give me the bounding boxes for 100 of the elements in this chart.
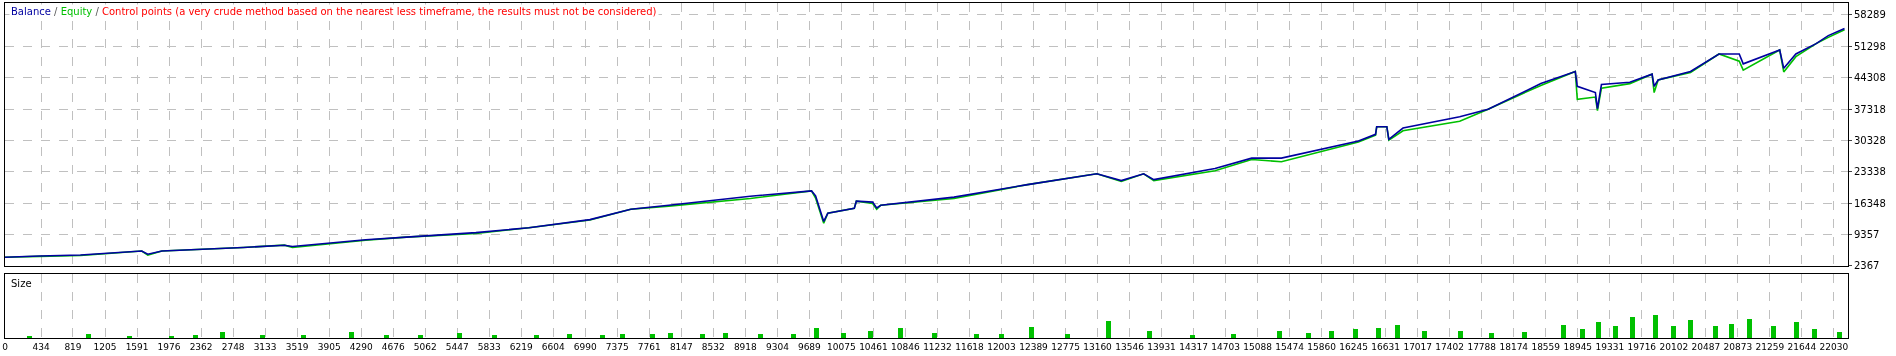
bar — [1065, 334, 1070, 338]
bar — [1688, 320, 1693, 338]
bar — [492, 335, 497, 338]
bar — [1306, 333, 1311, 338]
bar — [1771, 326, 1776, 338]
bar — [301, 335, 306, 338]
x-tick-label: 434 — [32, 341, 50, 352]
bar — [898, 328, 903, 338]
x-tick-label: 18945 — [1563, 341, 1593, 352]
bar — [650, 334, 655, 338]
x-tick-label: 12003 — [987, 341, 1016, 352]
bar — [999, 334, 1004, 338]
bar — [1812, 329, 1817, 338]
x-tick-label: 7761 — [637, 341, 661, 352]
bar — [1329, 331, 1334, 338]
bar — [1231, 334, 1236, 338]
y-tick-label: 2367 — [1854, 260, 1880, 272]
bar — [457, 333, 462, 338]
x-tick-label: 2748 — [221, 341, 245, 352]
y-tick-label: 16348 — [1854, 197, 1886, 209]
x-tick-label: 819 — [64, 341, 82, 352]
bar — [723, 333, 728, 338]
x-tick-label: 5062 — [413, 341, 437, 352]
x-tick-label: 12775 — [1051, 341, 1080, 352]
chart-title: Size — [11, 278, 32, 289]
x-tick-label: 8532 — [701, 341, 725, 352]
bar — [1376, 328, 1381, 338]
bar — [349, 332, 354, 338]
x-tick-label: 15860 — [1307, 341, 1337, 352]
x-tick-label: 10461 — [859, 341, 888, 352]
bar — [1395, 325, 1400, 338]
bar — [1794, 322, 1799, 338]
bar — [1147, 331, 1152, 338]
y-tick-label: 51298 — [1854, 40, 1886, 52]
bar — [1747, 319, 1752, 338]
x-tick-label: 8918 — [733, 341, 758, 352]
x-tick-label: 13160 — [1083, 341, 1113, 352]
x-tick-label: 0 — [2, 341, 9, 352]
x-tick-label: 4676 — [381, 341, 405, 352]
text: Balance — [11, 6, 51, 17]
bar — [1729, 324, 1734, 338]
x-tick-label: 9304 — [765, 341, 790, 352]
x-tick-label: 2362 — [189, 341, 213, 352]
x-tick-label: 5833 — [477, 341, 501, 352]
bar — [1630, 317, 1635, 338]
x-tick-label: 6219 — [509, 341, 534, 352]
x-tick-label: 1976 — [157, 341, 181, 352]
x-tick-label: 20873 — [1723, 341, 1753, 352]
bar — [668, 333, 673, 338]
bar — [1837, 332, 1842, 338]
bar — [384, 335, 389, 338]
bar — [567, 334, 572, 338]
x-tick-label: 11618 — [955, 341, 985, 352]
y-tick-label: 9357 — [1854, 229, 1880, 241]
x-tick-label: 15088 — [1243, 341, 1273, 352]
bar — [758, 334, 763, 338]
bar — [841, 333, 846, 338]
bar — [814, 328, 819, 338]
x-tick-label: 13931 — [1147, 341, 1176, 352]
x-tick-label: 14317 — [1179, 341, 1208, 352]
y-tick-label: 23338 — [1854, 166, 1886, 178]
x-tick-label: 22030 — [1819, 341, 1849, 352]
x-tick-label: 18559 — [1531, 341, 1561, 352]
x-tick-label: 9689 — [797, 341, 822, 352]
bar — [534, 335, 539, 338]
bar — [1596, 322, 1601, 338]
x-tick-label: 3519 — [285, 341, 309, 352]
bar — [868, 331, 873, 338]
x-tick-label: 17017 — [1403, 341, 1433, 352]
bar — [418, 335, 423, 338]
x-tick-label: 21259 — [1755, 341, 1785, 352]
x-tick-label: 6604 — [541, 341, 565, 352]
bar — [700, 334, 705, 338]
bar — [1190, 335, 1195, 338]
bar — [1671, 326, 1676, 338]
x-tick-label: 19331 — [1595, 341, 1625, 352]
text: Equity — [60, 6, 93, 17]
x-tick-label: 3133 — [253, 341, 277, 352]
bar — [1029, 327, 1034, 338]
x-tick-label: 3905 — [317, 341, 341, 352]
x-tick-label: 12389 — [1019, 341, 1049, 352]
annotation: / — [54, 6, 59, 17]
bar — [1522, 332, 1527, 338]
bar — [86, 334, 91, 338]
x-tick-label: 10846 — [891, 341, 920, 352]
x-tick-label: 19716 — [1627, 341, 1657, 352]
bar — [1106, 321, 1111, 338]
bar — [1653, 315, 1658, 338]
x-tick-label: 4290 — [349, 341, 373, 352]
bar — [1458, 331, 1463, 338]
x-tick-label: 17402 — [1435, 341, 1464, 352]
annotation: / Control points (a very crude method based on the nearest less timeframe, the results must not be considered) — [95, 6, 657, 17]
y-tick-label: 30328 — [1854, 134, 1886, 146]
bar — [1353, 329, 1358, 338]
y-tick-label: 44308 — [1854, 72, 1886, 84]
bar — [1422, 331, 1427, 338]
bar — [791, 334, 796, 338]
bar — [193, 335, 198, 338]
bar — [1277, 331, 1282, 338]
bar — [932, 333, 937, 338]
